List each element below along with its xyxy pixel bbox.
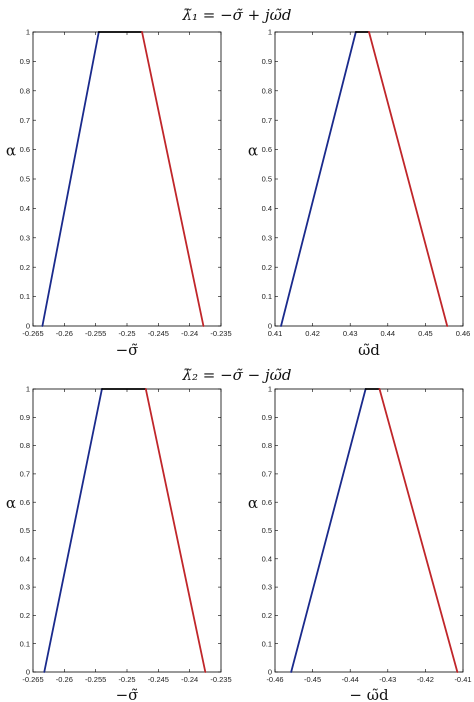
- x-tick-label: -0.265: [22, 329, 43, 338]
- y-tick-label: 0.7: [20, 116, 30, 125]
- x-axis-label: −σ̃: [116, 341, 139, 359]
- x-tick-label: -0.41: [454, 675, 471, 684]
- y-tick-label: 0.6: [20, 498, 30, 507]
- title-top: λ̃₁ = −σ̃ + jω̃d: [181, 6, 291, 24]
- y-tick-label: 1: [26, 385, 30, 394]
- x-tick-label: -0.45: [304, 675, 321, 684]
- y-tick-label: 0.9: [20, 413, 30, 422]
- y-tick-label: 0.9: [262, 413, 272, 422]
- y-tick-label: 0.4: [262, 554, 272, 563]
- y-tick-label: 0.6: [20, 145, 30, 154]
- y-tick-label: 0.3: [20, 583, 30, 592]
- x-tick-label: -0.46: [266, 675, 283, 684]
- y-tick-label: 0: [268, 668, 272, 677]
- x-tick-label: 0.46: [456, 329, 471, 338]
- series-line-1: [41, 31, 100, 327]
- x-tick-label: -0.24: [181, 675, 198, 684]
- title-bottom: λ̃₂ = −σ̃ − jω̃d: [181, 366, 291, 384]
- series-line-1: [280, 31, 357, 327]
- x-axis-label: ω̃d: [358, 341, 380, 359]
- y-tick-label: 0.2: [20, 611, 30, 620]
- y-tick-label: 0.4: [262, 204, 272, 213]
- series-line-3: [144, 388, 207, 673]
- x-tick-label: -0.26: [56, 329, 73, 338]
- x-tick-label: -0.235: [210, 675, 231, 684]
- y-tick-label: 0.2: [20, 263, 30, 272]
- y-tick-label: 0.3: [262, 233, 272, 242]
- y-tick-label: 0.8: [262, 441, 272, 450]
- series-line-3: [141, 31, 205, 327]
- y-tick-label: 0.5: [262, 175, 272, 184]
- y-tick-label: 0: [26, 322, 30, 331]
- y-tick-label: 0.6: [262, 498, 272, 507]
- x-tick-label: -0.245: [148, 675, 169, 684]
- series-line-3: [368, 31, 449, 327]
- x-tick-label: -0.44: [342, 675, 359, 684]
- y-tick-label: 0.3: [262, 583, 272, 592]
- x-tick-label: -0.26: [56, 675, 73, 684]
- x-tick-label: -0.255: [85, 675, 106, 684]
- y-tick-label: 0.5: [20, 526, 30, 535]
- x-tick-label: -0.42: [417, 675, 434, 684]
- y-axis-label: α: [248, 141, 258, 159]
- y-tick-label: 0.1: [262, 292, 272, 301]
- x-tick-label: -0.25: [118, 675, 135, 684]
- y-axis-label: α: [6, 494, 16, 512]
- x-tick-label: -0.24: [181, 329, 198, 338]
- x-axis-label: − ω̃d: [349, 686, 389, 702]
- y-axis-label: α: [6, 141, 16, 159]
- chart-panel-1: -0.265 -0.26 -0.255 -0.25 -0.245 -0.24 -0.235 0…: [6, 28, 232, 359]
- x-tick-label: 0.41: [268, 329, 283, 338]
- y-tick-label: 0.7: [20, 470, 30, 479]
- x-tick-label: 0.43: [343, 329, 358, 338]
- x-tick-label: -0.43: [379, 675, 396, 684]
- x-tick-label: 0.44: [380, 329, 395, 338]
- y-tick-label: 0.1: [20, 639, 30, 648]
- series-line-1: [290, 388, 367, 673]
- chart-panel-4: -0.46 -0.45 -0.44 -0.43 -0.42 -0.41 0 0.1 0.2 0.3…: [248, 385, 472, 702]
- y-tick-label: 0: [26, 668, 30, 677]
- series-line-3: [378, 388, 459, 673]
- chart-panel-3: -0.265 -0.26 -0.255 -0.25 -0.245 -0.24 -0.235 0…: [6, 385, 232, 702]
- y-tick-label: 0.1: [20, 292, 30, 301]
- y-axis-label: α: [248, 494, 258, 512]
- y-tick-label: 0.7: [262, 470, 272, 479]
- x-tick-label: -0.265: [22, 675, 43, 684]
- y-tick-label: 0: [268, 322, 272, 331]
- y-tick-label: 0.8: [20, 441, 30, 450]
- y-tick-label: 0.6: [262, 145, 272, 154]
- y-tick-label: 0.4: [20, 204, 30, 213]
- x-tick-label: -0.235: [210, 329, 231, 338]
- y-tick-label: 1: [268, 385, 272, 394]
- x-tick-label: -0.245: [148, 329, 169, 338]
- y-tick-label: 0.9: [20, 57, 30, 66]
- y-tick-label: 0.5: [262, 526, 272, 535]
- y-tick-label: 0.4: [20, 554, 30, 563]
- y-tick-label: 0.9: [262, 57, 272, 66]
- x-tick-label: -0.255: [85, 329, 106, 338]
- y-tick-label: 0.5: [20, 175, 30, 184]
- y-tick-label: 0.2: [262, 611, 272, 620]
- y-tick-label: 0.1: [262, 639, 272, 648]
- y-tick-label: 1: [268, 28, 272, 37]
- y-tick-label: 0.8: [20, 86, 30, 95]
- axes-frame: [32, 31, 222, 327]
- y-tick-label: 0.3: [20, 233, 30, 242]
- y-tick-label: 0.7: [262, 116, 272, 125]
- axes-frame: [32, 388, 222, 673]
- chart-panel-2: 0.41 0.42 0.43 0.44 0.45 0.46 0 0.1 0.2 0.3 0.4 0.5…: [248, 28, 470, 359]
- series-line-1: [43, 388, 103, 673]
- y-tick-label: 0.8: [262, 86, 272, 95]
- x-tick-label: 0.45: [418, 329, 433, 338]
- x-tick-label: -0.25: [118, 329, 135, 338]
- y-tick-label: 1: [26, 28, 30, 37]
- y-tick-label: 0.2: [262, 263, 272, 272]
- x-tick-label: 0.42: [305, 329, 320, 338]
- x-axis-label: −σ̃: [116, 686, 139, 702]
